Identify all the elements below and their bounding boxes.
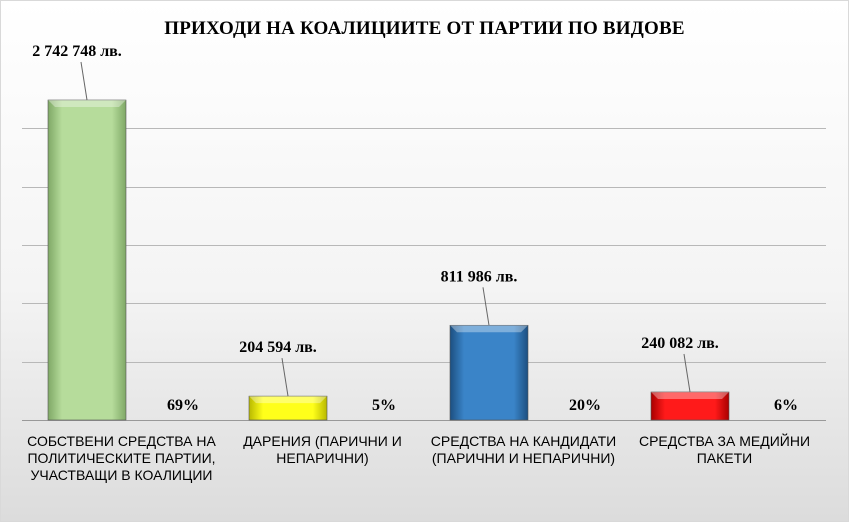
bar bbox=[47, 99, 127, 421]
value-label: 2 742 748 лв. bbox=[32, 43, 122, 60]
bar-bevel bbox=[450, 325, 528, 333]
leader-line bbox=[683, 353, 691, 393]
percent-label: 5% bbox=[372, 397, 396, 414]
bar bbox=[449, 324, 529, 421]
bar bbox=[248, 395, 328, 421]
percent-label: 20% bbox=[569, 397, 601, 414]
bar-bevel bbox=[48, 100, 126, 108]
bar bbox=[650, 391, 730, 421]
category-label: СРЕДСТВА ЗА МЕДИЙНИ ПАКЕТИ bbox=[638, 433, 811, 466]
value-label: 811 986 лв. bbox=[441, 268, 518, 285]
leader-line bbox=[281, 358, 289, 397]
value-label: 240 082 лв. bbox=[641, 335, 719, 352]
leader-line bbox=[482, 287, 490, 326]
value-label: 204 594 лв. bbox=[239, 339, 317, 356]
leader-line bbox=[80, 61, 88, 101]
percent-label: 6% bbox=[774, 397, 798, 414]
category-label: СОБСТВЕНИ СРЕДСТВА НА ПОЛИТИЧЕСКИТЕ ПАРТ… bbox=[27, 433, 216, 483]
percent-label: 69% bbox=[167, 397, 199, 414]
category-label: ДАРЕНИЯ (ПАРИЧНИ И НЕПАРИЧНИ) bbox=[243, 433, 402, 466]
bar-bevel bbox=[651, 391, 729, 399]
bar-bevel bbox=[249, 396, 327, 404]
chart-title: ПРИХОДИ НА КОАЛИЦИИТЕ ОТ ПАРТИИ ПО ВИДОВ… bbox=[164, 18, 685, 39]
bar-body bbox=[650, 391, 730, 421]
bar-body bbox=[449, 324, 529, 421]
category-label: СРЕДСТВА НА КАНДИДАТИ (ПАРИЧНИ И НЕПАРИЧ… bbox=[430, 433, 617, 466]
bar-body bbox=[47, 99, 127, 421]
